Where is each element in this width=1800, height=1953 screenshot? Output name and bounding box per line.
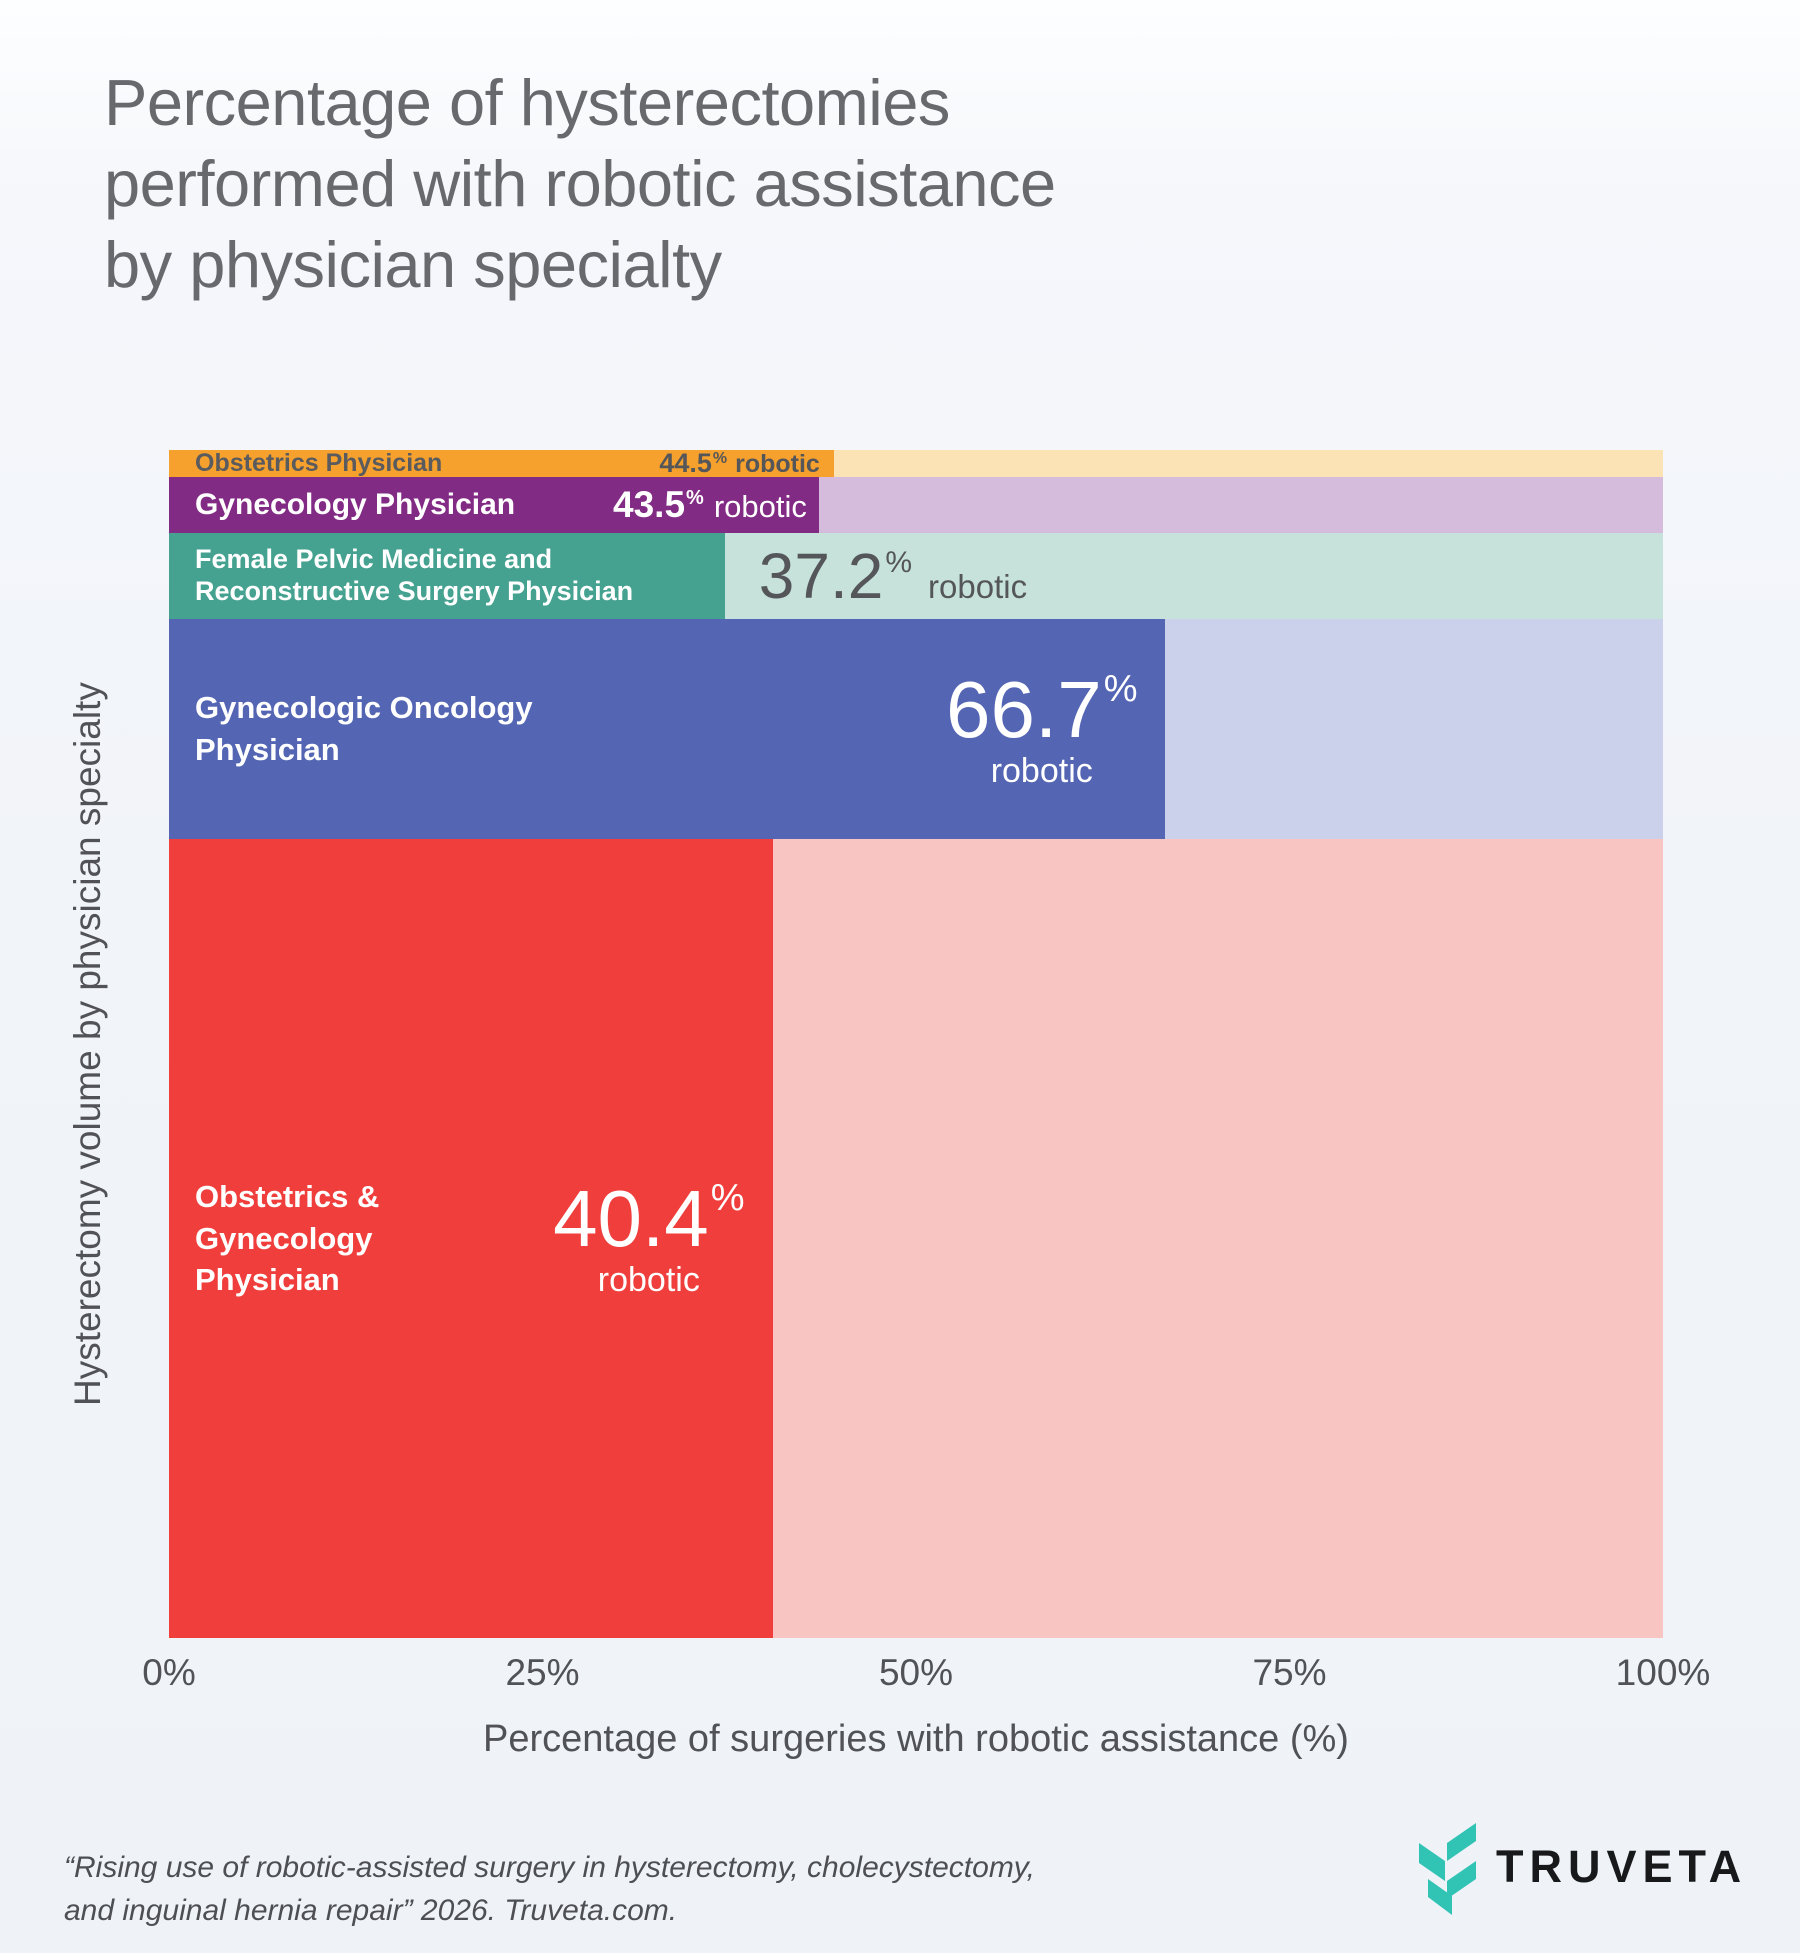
source-citation-line: “Rising use of robotic-assisted surgery … [64, 1851, 1035, 1884]
plot-area: Obstetrics Physician 44.5% robotic Gynecolo… [169, 447, 1663, 1638]
x-axis-label: Percentage of surgeries with robotic ass… [483, 1718, 1349, 1760]
chart-title-line: performed with robotic assistance [104, 147, 1056, 220]
bar-label: Female Pelvic Medicine and Reconstructive… [195, 544, 634, 606]
bar-fill-obstetrics-physician: Obstetrics Physician 44.5% robotic [169, 447, 834, 478]
x-axis-ticks: 0% 25% 50% 75% 100% [142, 1652, 1710, 1700]
bar-row-gynecology-physician: Gynecology Physician 43.5% robotic [169, 476, 1663, 533]
truveta-logo: TRUVETA [1419, 1823, 1747, 1919]
source-citation-line: and inguinal hernia repair” 2026. Truvet… [64, 1894, 678, 1927]
bar-fill-gynecologic-oncology-physician: Gynecologic Oncology Physician 66.7% roboti… [169, 618, 1166, 839]
bar-fill-gynecology-physician: Gynecology Physician 43.5% robotic [169, 476, 819, 533]
bar-fill-obstetrics-gynecology-physician: Obstetrics & Gynecology Physician 40.4% robo… [169, 838, 773, 1638]
bar-label: Obstetrics Physician [195, 448, 443, 477]
bar-value: 40.4% robotic [553, 1174, 745, 1300]
x-tick-label: 75% [1252, 1652, 1327, 1693]
truveta-logo-text: TRUVETA [1496, 1841, 1748, 1892]
x-tick-label: 0% [142, 1652, 196, 1693]
chart-title: Percentage of hysterectomies performed w… [104, 62, 1056, 305]
bar-row-obstetrics-physician: Obstetrics Physician 44.5% robotic [169, 447, 1663, 478]
bar-value: 43.5% robotic [613, 483, 807, 525]
x-tick-label: 100% [1615, 1652, 1711, 1693]
x-tick-label: 25% [505, 1652, 580, 1693]
bar-label: Gynecologic Oncology Physician [195, 690, 533, 767]
bar-value: 44.5% robotic [659, 447, 820, 478]
truveta-logo-mark [1419, 1823, 1476, 1915]
source-citation: “Rising use of robotic-assisted surgery … [64, 1846, 1035, 1932]
bar-fill-female-pelvic-medicine-and-reconstructive-surgery-physician: Female Pelvic Medicine and Reconstructive… [169, 532, 725, 619]
chart-title-line: by physician specialty [104, 228, 722, 301]
bar-value: 37.2% robotic [758, 539, 1028, 612]
bar-row-female-pelvic-medicine-and-reconstructive-surgery-physician: Female Pelvic Medicine and Reconstructive… [169, 532, 1663, 619]
bar-row-gynecologic-oncology-physician: Gynecologic Oncology Physician 66.7% roboti… [169, 618, 1663, 839]
bar-label: Gynecology Physician [195, 487, 516, 521]
y-axis-label: Hysterectomy volume by physician special… [67, 682, 108, 1406]
bar-label: Obstetrics & Gynecology Physician [195, 1179, 380, 1298]
x-tick-label: 50% [878, 1652, 954, 1693]
bar-value: 66.7% robotic [945, 664, 1138, 790]
chart-title-line: Percentage of hysterectomies [104, 66, 950, 139]
bar-row-obstetrics-gynecology-physician: Obstetrics & Gynecology Physician 40.4% robo… [169, 838, 1663, 1638]
